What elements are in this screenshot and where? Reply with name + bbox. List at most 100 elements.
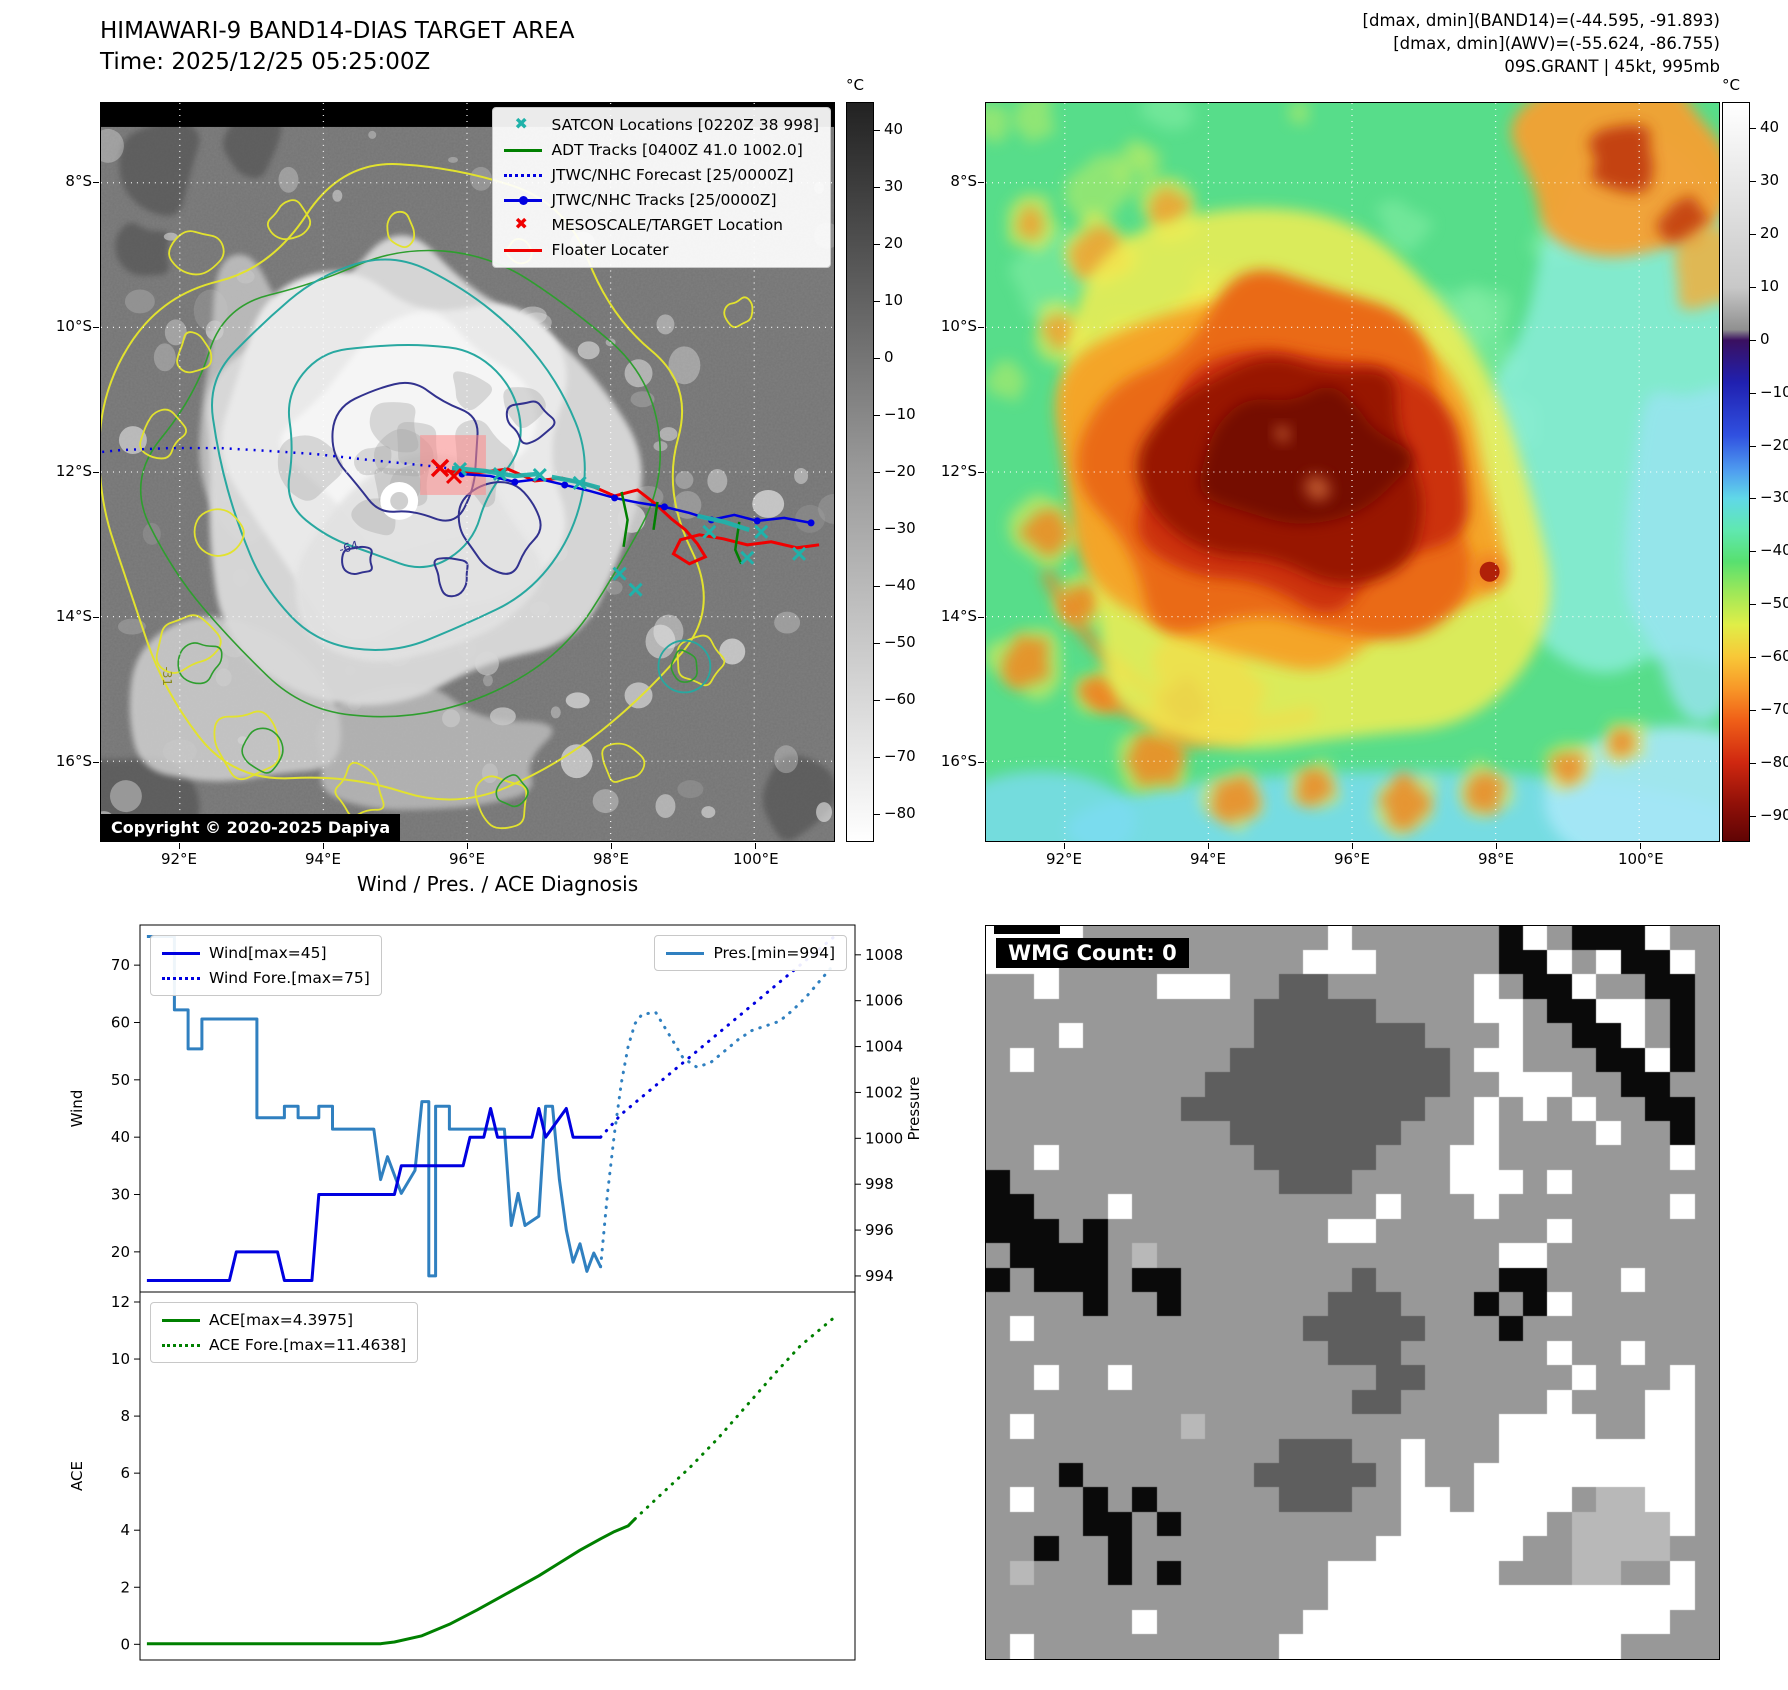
colorbar-tick bbox=[1750, 498, 1756, 500]
y-tick-label: 1008 bbox=[865, 946, 903, 964]
series-line bbox=[633, 1315, 836, 1521]
lon-tick-label: 94°E bbox=[304, 850, 342, 868]
colorbar-tick-label: −30 bbox=[1760, 488, 1788, 507]
lon-tick bbox=[755, 843, 756, 849]
legend-entry: JTWC/NHC Forecast [25/0000Z] bbox=[504, 166, 819, 184]
line-sample-icon bbox=[162, 1338, 200, 1353]
lon-tick-label: 96°E bbox=[448, 850, 486, 868]
lon-tick-label: 98°E bbox=[592, 850, 630, 868]
colorbar-tick-label: −90 bbox=[1760, 805, 1788, 824]
colorbar-tick-label: −40 bbox=[884, 575, 916, 594]
adt-track bbox=[620, 491, 629, 547]
y-tick-label: 8 bbox=[120, 1407, 130, 1425]
legend-entry: ✖ SATCON Locations [0220Z 38 998] bbox=[504, 114, 819, 134]
colorbar-tick bbox=[874, 642, 880, 644]
lon-tick bbox=[1208, 843, 1209, 849]
x-marker-icon: ✖ bbox=[514, 213, 528, 233]
colorbar-tick-label: −10 bbox=[1760, 382, 1788, 401]
colorbar-tick bbox=[874, 585, 880, 587]
line-sample-icon bbox=[162, 946, 200, 961]
colorbar-tick-label: −60 bbox=[884, 689, 916, 708]
ace-legend: ACE[max=4.3975] ACE Fore.[max=11.4638] bbox=[150, 1302, 419, 1363]
y-axis-label: Pressure bbox=[905, 1076, 923, 1140]
legend-entry: Wind[max=45] bbox=[162, 944, 370, 962]
awv-colorbar-unit: °C bbox=[1722, 76, 1740, 94]
lon-tick bbox=[611, 843, 612, 849]
colorbar-tick bbox=[1750, 287, 1756, 288]
lat-tick-label: 14°S bbox=[940, 607, 977, 625]
lon-tick bbox=[1352, 843, 1353, 849]
y-tick-label: 998 bbox=[865, 1175, 894, 1193]
colorbar-tick bbox=[1750, 657, 1756, 658]
y-tick-label: 30 bbox=[111, 1186, 130, 1204]
lat-tick bbox=[93, 182, 99, 183]
colorbar-tick bbox=[1750, 128, 1756, 130]
line-sample-icon bbox=[504, 143, 543, 158]
colorbar-tick-label: 40 bbox=[1760, 118, 1780, 137]
diagnosis-charts: 2030405060709949969981000100210041006100… bbox=[68, 924, 923, 1661]
lon-tick bbox=[1064, 843, 1065, 849]
wmg-pixel-grid bbox=[986, 926, 1719, 1659]
colorbar-tick-label: 30 bbox=[1760, 171, 1780, 190]
colorbar-tick-label: −70 bbox=[884, 746, 916, 765]
colorbar-tick bbox=[874, 813, 880, 815]
header-right: [dmax, dmin](BAND14)=(-44.595, -91.893) … bbox=[1100, 10, 1720, 78]
series-line bbox=[146, 1517, 637, 1646]
band14-colorbar bbox=[846, 102, 874, 842]
colorbar-tick bbox=[1750, 392, 1756, 394]
line-sample-icon bbox=[162, 976, 200, 980]
lat-tick-label: 10°S bbox=[55, 317, 92, 335]
line-sample-icon bbox=[504, 248, 543, 252]
colorbar-tick-label: 40 bbox=[884, 120, 904, 139]
lat-tick bbox=[93, 472, 99, 473]
band14-colorbar-unit: °C bbox=[846, 76, 864, 94]
x-marker-icon: ✖ bbox=[504, 114, 542, 133]
colorbar-tick bbox=[874, 187, 880, 189]
lon-tick-label: 100°E bbox=[733, 850, 779, 868]
contour-label: -31 bbox=[160, 666, 174, 686]
colorbar-tick bbox=[874, 415, 880, 417]
y-tick-label: 6 bbox=[120, 1464, 130, 1482]
band14-time: Time: 2025/12/25 05:25:00Z bbox=[100, 49, 431, 76]
storm-id-intensity: 09S.GRANT | 45kt, 995mb bbox=[1504, 56, 1720, 76]
contour-label: -64 bbox=[337, 538, 359, 557]
colorbar-tick-label: −20 bbox=[1760, 435, 1788, 454]
legend-label: MESOSCALE/TARGET Location bbox=[551, 216, 784, 234]
colorbar-tick bbox=[1750, 181, 1756, 183]
line-sample-icon bbox=[162, 951, 200, 955]
satcon-track bbox=[696, 513, 750, 532]
colorbar-tick bbox=[1750, 815, 1756, 817]
y-tick-label: 2 bbox=[120, 1578, 130, 1596]
colorbar-tick-label: 30 bbox=[884, 177, 904, 196]
lat-tick bbox=[978, 182, 984, 183]
dmax-dmin-awv: [dmax, dmin](AWV)=(-55.624, -86.755) bbox=[1393, 33, 1720, 53]
line-sample-icon bbox=[504, 173, 543, 177]
wmg-count-label: WMG Count: 0 bbox=[996, 938, 1189, 968]
colorbar-tick bbox=[1750, 339, 1756, 341]
line-sample-icon bbox=[504, 168, 543, 183]
colorbar-tick-label: −70 bbox=[1760, 699, 1788, 718]
lat-tick-label: 8°S bbox=[950, 172, 977, 190]
colorbar-tick bbox=[1750, 604, 1756, 606]
lat-tick bbox=[978, 327, 984, 328]
pressure-legend: Pres.[min=994] bbox=[654, 935, 847, 971]
y-tick-label: 4 bbox=[120, 1521, 130, 1539]
y-tick-label: 1004 bbox=[865, 1038, 903, 1056]
band14-title: HIMAWARI-9 BAND14-DIAS TARGET AREA bbox=[100, 18, 575, 44]
y-tick-label: 20 bbox=[111, 1243, 130, 1261]
lat-tick bbox=[93, 327, 99, 328]
target-box bbox=[420, 435, 486, 495]
line-sample-icon bbox=[162, 1313, 200, 1328]
lon-tick-label: 92°E bbox=[1045, 850, 1083, 868]
legend-entry: ✖ MESOSCALE/TARGET Location bbox=[504, 213, 819, 234]
line-sample-icon bbox=[666, 951, 705, 955]
legend-entry: Wind Fore.[max=75] bbox=[162, 969, 370, 987]
y-tick-label: 1002 bbox=[865, 1083, 903, 1101]
band14-satellite-image: -64 -31 bbox=[101, 103, 834, 841]
colorbar-tick bbox=[1750, 234, 1756, 236]
legend-label: SATCON Locations [0220Z 38 998] bbox=[551, 116, 819, 134]
colorbar-tick-label: −80 bbox=[1760, 752, 1788, 771]
lat-tick-label: 14°S bbox=[55, 607, 92, 625]
y-axis-label: ACE bbox=[68, 1461, 86, 1491]
